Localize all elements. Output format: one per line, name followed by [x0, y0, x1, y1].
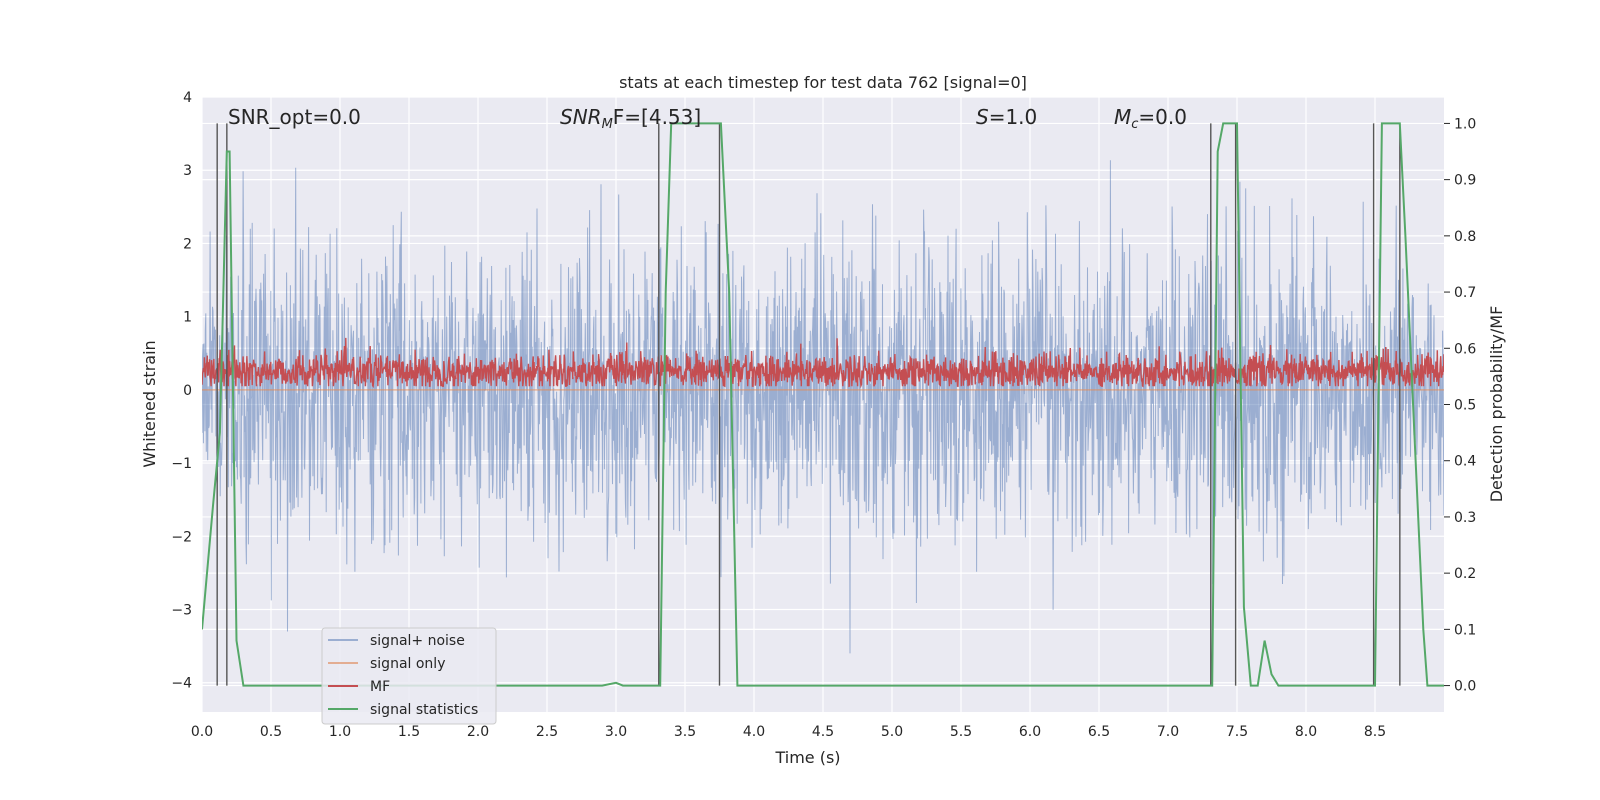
y-tick-label: 3	[183, 163, 192, 179]
right-tick-label: 0.3	[1454, 510, 1476, 526]
annotation-snr-mf-sub: M	[602, 117, 613, 132]
annotation-s-italic: S	[976, 105, 989, 129]
x-tick-label: 3.0	[605, 724, 627, 740]
y-axis-label: Whitened strain	[140, 340, 159, 467]
y-tick-label: 4	[183, 90, 192, 106]
x-tick-label: 7.5	[1226, 724, 1248, 740]
right-tick-label: 0.6	[1454, 341, 1476, 357]
annotation-s: S=1.0	[976, 105, 1037, 129]
series-mf	[202, 337, 1444, 389]
x-tick-label: 7.0	[1157, 724, 1179, 740]
legend-box	[321, 627, 497, 725]
y-tick-label: 2	[183, 236, 192, 252]
x-tick-label: 4.0	[743, 724, 765, 740]
x-tick-label: 4.5	[812, 724, 834, 740]
plot-area	[202, 122, 1444, 687]
x-tick-label: 2.0	[467, 724, 489, 740]
legend-label-signal-only: signal only	[370, 656, 445, 672]
series-signal-statistics	[202, 122, 1444, 687]
y-tick-label: −3	[171, 603, 192, 619]
x-axis-ticks: 0.0 0.5 1.0 1.5 2.0 2.5 3.0 3.5 4.0 4.5 5.0 5.5 6.0 6…	[191, 724, 1386, 740]
annotation-snr-mf-rest: F=[4.53]	[613, 105, 701, 129]
y-tick-label: 1	[183, 310, 192, 326]
y-tick-label: −2	[171, 529, 192, 545]
x-tick-label: 6.5	[1088, 724, 1110, 740]
x-tick-label: 2.5	[536, 724, 558, 740]
legend-label-mf: MF	[370, 679, 390, 695]
x-tick-label: 6.0	[1019, 724, 1041, 740]
right-axis-label: Detection probability/MF	[1487, 306, 1506, 503]
legend: signal+ noise signal only MF signal stat…	[321, 627, 497, 725]
right-tick-label: 0.8	[1454, 229, 1476, 245]
x-tick-label: 5.5	[950, 724, 972, 740]
x-tick-label: 8.0	[1295, 724, 1317, 740]
annotation-s-rest: =1.0	[989, 105, 1038, 129]
annotation-snr-opt: SNR_opt=0.0	[228, 105, 361, 129]
x-tick-label: 0.0	[191, 724, 213, 740]
x-tick-label: 1.5	[398, 724, 420, 740]
right-tick-label: 0.7	[1454, 285, 1476, 301]
annotation-snr-mf-main: SNR	[560, 105, 602, 129]
y-tick-label: −1	[171, 456, 192, 472]
annotation-mc-rest: =0.0	[1138, 105, 1187, 129]
right-tick-label: 0.4	[1454, 454, 1476, 470]
annotation-mc: Mc=0.0	[1114, 105, 1187, 132]
right-tick-label: 0.9	[1454, 173, 1476, 189]
series-signal-noise	[202, 160, 1444, 654]
x-tick-label: 8.5	[1364, 724, 1386, 740]
x-tick-label: 3.5	[674, 724, 696, 740]
right-tick-label: 0.0	[1454, 679, 1476, 695]
x-tick-label: 5.0	[881, 724, 903, 740]
annotation-mc-sub: c	[1131, 117, 1138, 132]
right-tick-label: 0.1	[1454, 622, 1476, 638]
legend-label-signal-noise: signal+ noise	[370, 633, 465, 649]
y-tick-label: 0	[183, 383, 192, 399]
y-axis-ticks: 4 3 2 1 0 −1 −2 −3 −4	[171, 90, 192, 692]
right-tick-label: 0.2	[1454, 566, 1476, 582]
x-tick-label: 1.0	[329, 724, 351, 740]
right-axis-ticks: 1.0 0.9 0.8 0.7 0.6 0.5 0.4 0.3 0.2 0.1 0.0	[1444, 116, 1476, 695]
right-tick-label: 0.5	[1454, 398, 1476, 414]
chart-title: stats at each timestep for test data 762…	[619, 73, 1027, 92]
right-tick-label: 1.0	[1454, 116, 1476, 132]
x-tick-label: 0.5	[260, 724, 282, 740]
annotation-snr-mf: SNRMF=[4.53]	[560, 105, 701, 132]
annotation-mc-italic: M	[1114, 105, 1131, 129]
y-tick-label: −4	[171, 676, 192, 692]
legend-label-signal-statistics: signal statistics	[370, 702, 478, 718]
x-axis-label: Time (s)	[774, 748, 840, 767]
